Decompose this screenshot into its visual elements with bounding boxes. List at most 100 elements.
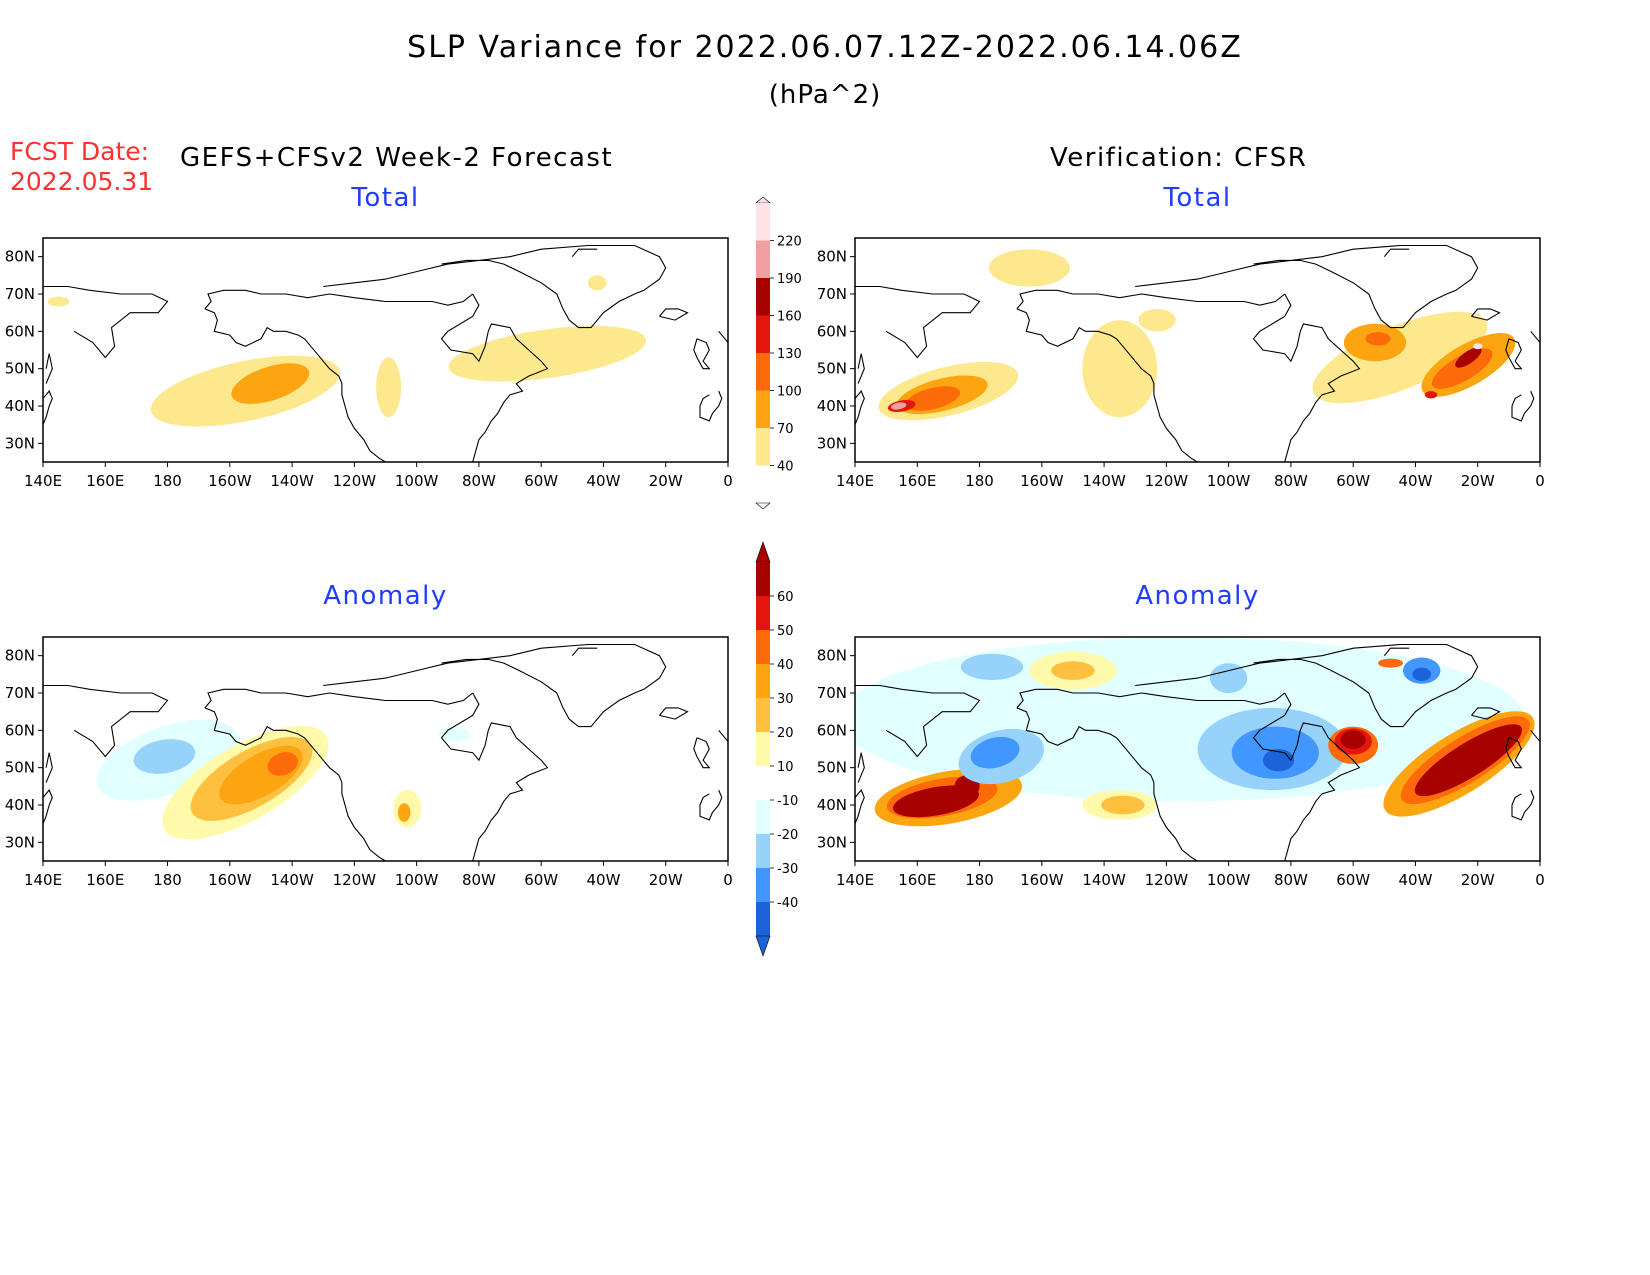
coastline	[855, 285, 981, 359]
lon-tick-label: 160W	[1020, 871, 1064, 889]
contour-region	[1424, 391, 1438, 399]
colorbar-band	[756, 834, 770, 868]
colorbar-level-label: -40	[777, 896, 798, 911]
colorbar-band	[756, 664, 770, 698]
map-panel-forecast-anomaly: 140E 160E 180 160W 140W 120W 100W 80W 60W 40W 20W 0…	[5, 636, 733, 889]
coastline	[1505, 338, 1523, 370]
colorbar-band	[756, 315, 770, 353]
colorbar-bottom-arrow	[755, 935, 771, 957]
coastline	[204, 308, 386, 463]
lat-tick-label: 30N	[5, 833, 35, 851]
coastline	[857, 353, 865, 384]
colorbar-band	[756, 596, 770, 630]
contour-region	[133, 739, 196, 774]
colorbar-band	[756, 428, 770, 466]
lon-tick-label: 120W	[1145, 472, 1189, 490]
contour-fills	[878, 249, 1516, 421]
coastline	[571, 248, 598, 258]
coastline	[440, 293, 549, 463]
coastline	[854, 390, 865, 425]
lon-tick-label: 140W	[1082, 871, 1126, 889]
lon-tick-label: 140E	[24, 871, 62, 889]
lon-tick-label: 120W	[1145, 871, 1189, 889]
colorbar-band	[756, 240, 770, 278]
coastline	[42, 390, 53, 425]
coastline	[854, 789, 865, 824]
lon-tick-label: 180	[153, 871, 182, 889]
lat-tick-label: 70N	[5, 285, 35, 303]
colorbar-level-label: 130	[777, 347, 802, 362]
colorbar-level-label: 40	[777, 460, 794, 475]
colorbar-bottom-arrow	[755, 502, 771, 510]
contour-region	[1378, 658, 1403, 668]
panel-title-verification-total: Total	[1163, 183, 1232, 213]
contour-region	[960, 653, 1024, 680]
coastline	[1252, 692, 1361, 862]
contour-region	[1209, 663, 1248, 693]
contour-region	[1312, 311, 1488, 404]
coastline	[42, 789, 53, 824]
lon-tick-label: 120W	[333, 871, 377, 889]
coastline	[204, 688, 474, 709]
coastlines	[854, 643, 1541, 862]
lon-tick-label: 0	[1535, 871, 1545, 889]
coastline	[1016, 289, 1286, 310]
coastline	[1016, 308, 1198, 463]
lon-tick-label: 100W	[395, 472, 439, 490]
lat-tick-label: 60N	[5, 322, 35, 340]
colorbar-band	[756, 800, 770, 834]
colorbar-level-label: 220	[777, 235, 802, 250]
lon-tick-label: 20W	[649, 871, 683, 889]
coastlines	[42, 244, 729, 463]
coastline	[1016, 688, 1286, 709]
lon-tick-label: 100W	[395, 871, 439, 889]
coastline	[718, 729, 729, 742]
coastlines	[854, 244, 1541, 463]
lon-tick-label: 160W	[208, 472, 252, 490]
lon-tick-label: 20W	[1461, 871, 1495, 889]
lat-tick-label: 70N	[817, 285, 847, 303]
map-frame	[854, 636, 1541, 862]
coastline	[1530, 330, 1541, 343]
coastline	[43, 684, 169, 758]
map-frame	[42, 237, 729, 463]
lat-tick-label: 50N	[5, 759, 35, 777]
lat-tick-label: 50N	[817, 759, 847, 777]
colorbar-anomaly: -40 -30 -20 -10 10 20 30 40 50 60	[755, 541, 798, 957]
colorbar-top-arrow	[755, 196, 771, 204]
colorbar-band	[756, 390, 770, 428]
contour-fills	[96, 719, 470, 840]
coastline	[1511, 789, 1535, 821]
lon-tick-label: 0	[723, 472, 733, 490]
lon-tick-label: 20W	[649, 472, 683, 490]
contour-region	[587, 275, 607, 291]
coastline	[1383, 647, 1410, 657]
coastline	[1135, 244, 1479, 329]
lon-tick-label: 100W	[1207, 472, 1251, 490]
colorbar-level-label: -20	[777, 828, 798, 843]
coastline	[204, 289, 474, 310]
coastline	[1016, 707, 1198, 862]
contour-region	[988, 249, 1070, 287]
coastline	[323, 643, 667, 728]
lon-tick-label: 40W	[586, 871, 620, 889]
coastline	[855, 684, 981, 758]
coastline	[659, 707, 689, 720]
lon-tick-label: 140E	[836, 472, 874, 490]
coastline	[45, 752, 53, 783]
contour-fills	[855, 637, 1535, 827]
coastline	[1135, 643, 1479, 728]
contour-region	[1051, 661, 1095, 680]
contour-region	[1473, 343, 1483, 350]
lon-tick-label: 180	[153, 472, 182, 490]
lon-tick-label: 80W	[462, 472, 496, 490]
contour-region	[1414, 724, 1522, 797]
forecast-date-label: FCST Date:	[10, 137, 150, 166]
contour-region	[970, 736, 1020, 769]
contour-region	[376, 357, 402, 418]
contour-fills	[47, 275, 647, 427]
contour-region	[231, 363, 310, 404]
coastline	[659, 308, 689, 321]
lon-tick-label: 180	[965, 472, 994, 490]
contour-region	[398, 803, 411, 822]
